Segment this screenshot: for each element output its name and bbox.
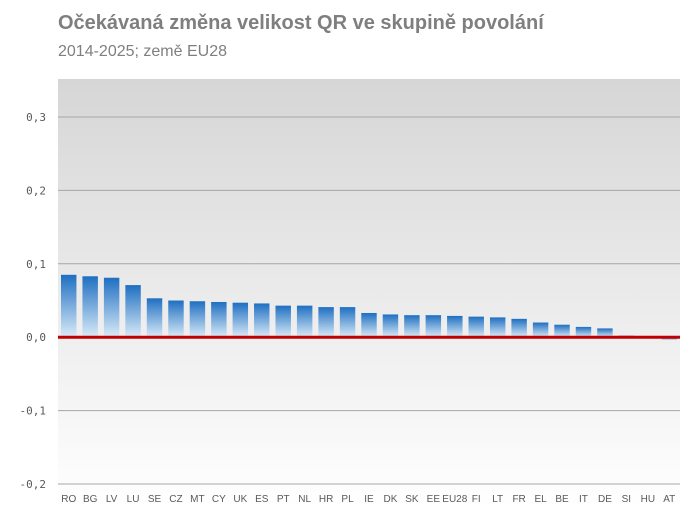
x-category-label: IE [364,494,374,505]
bar-lv [103,277,120,338]
y-tick-label: -0,2 [20,478,47,491]
y-tick-label: -0,1 [20,405,47,418]
bar-cy [211,301,227,338]
x-category-label: LU [127,494,140,505]
x-category-label: CZ [169,494,182,505]
x-category-label: DE [598,494,612,505]
x-category-label: BG [83,494,98,505]
bar-de [597,328,613,338]
chart-title: Očekávaná změna velikost QR ve skupině p… [58,12,544,34]
bar-bg [82,276,98,338]
gridlines [58,116,680,485]
bar-mt [189,301,206,338]
x-category-label: LV [106,494,118,505]
bar-dk [382,314,399,338]
x-category-label: PL [341,494,354,505]
bar-ie [361,312,377,338]
x-category-label: CY [212,494,226,505]
bar-cz [168,300,184,338]
bar-it [575,326,592,338]
x-axis-categories: RO BG LV LU SE CZ MT CY UK ES PT NL HR PL IE DK SK EE EU28… [61,494,675,505]
bar-lu [125,285,141,338]
y-axis-ticks: -0,2 -0,1 0,0 0,1 0,2 0,3 [20,111,47,491]
bar-lt [489,317,506,338]
bar-uk [232,302,249,338]
chart-subtitle: 2014-2025; země EU28 [58,43,227,60]
x-category-label: SE [148,494,162,505]
x-category-label: FI [472,494,481,505]
bars [61,274,677,341]
bar-ee [425,315,442,338]
x-category-label: MT [190,494,204,505]
bar-be [554,324,570,338]
x-category-label: RO [61,494,76,505]
x-category-label: NL [298,494,311,505]
bar-hr [318,307,334,338]
bar-pl [339,307,356,338]
x-category-label: AT [663,494,675,505]
y-tick-label: 0,2 [26,184,46,197]
x-category-label: LT [492,494,503,505]
y-tick-label: 0,0 [26,331,46,344]
bar-fi [468,316,484,338]
x-category-label: DK [383,494,397,505]
x-category-label: EU28 [442,494,467,505]
x-category-label: HR [319,494,333,505]
bar-nl [296,305,313,338]
plot-area [58,79,680,508]
bar-ro [61,274,77,338]
bar-el [532,322,549,338]
x-category-label: SI [622,494,631,505]
x-category-label: UK [233,494,247,505]
bar-se [146,298,163,338]
x-category-label: EE [427,494,441,505]
bar-es [254,303,270,338]
x-category-label: PT [277,494,290,505]
x-category-label: ES [255,494,269,505]
x-category-label: IT [579,494,588,505]
bar-sk [404,315,420,338]
y-tick-label: 0,3 [26,111,46,124]
bar-pt [275,305,291,338]
bar-fr [511,318,527,338]
y-tick-label: 0,1 [26,258,46,271]
x-category-label: BE [555,494,569,505]
x-category-label: HU [641,494,655,505]
bar-eu28 [447,315,463,338]
x-category-label: EL [534,494,547,505]
x-category-label: SK [405,494,419,505]
x-category-label: FR [512,494,525,505]
